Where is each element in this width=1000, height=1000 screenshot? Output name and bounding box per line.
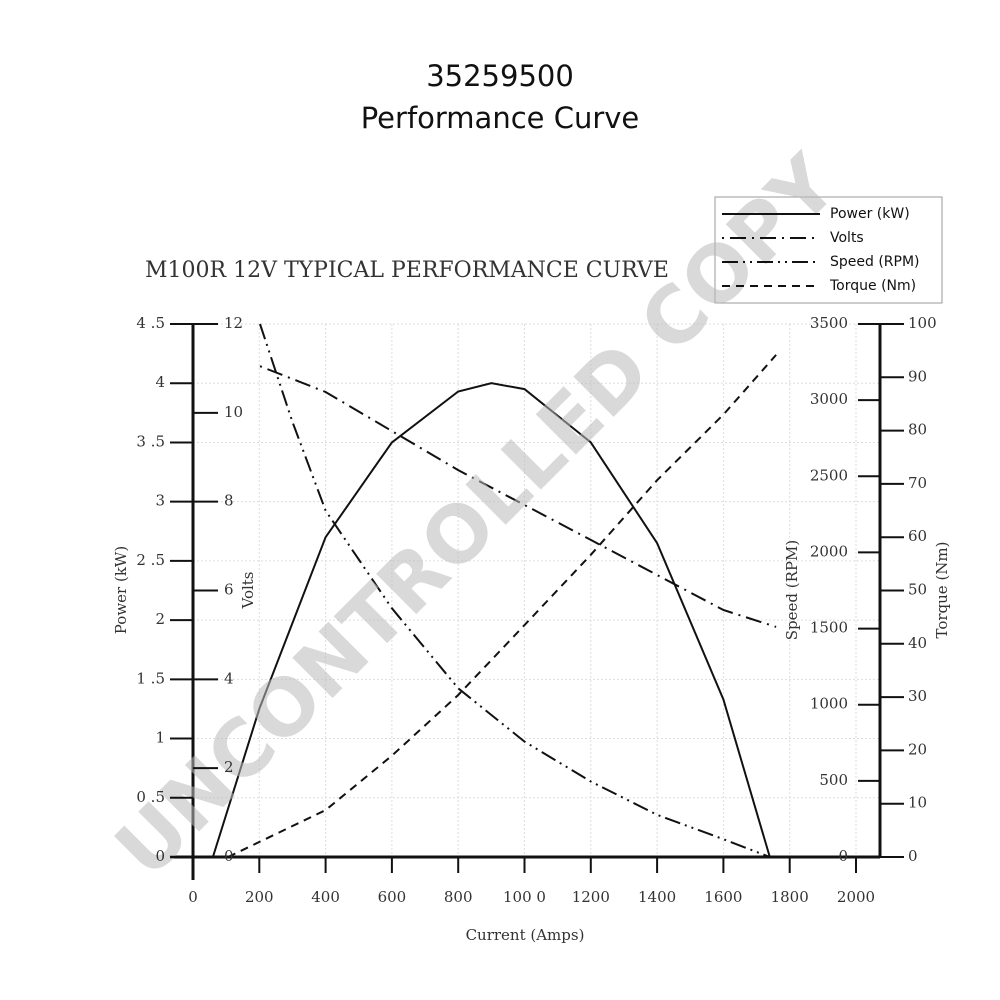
y-tick-label: 4 .5	[136, 314, 165, 332]
x-tick-label: 800	[444, 888, 473, 906]
series-line	[211, 382, 771, 858]
y3-tick-label: 2000	[810, 542, 848, 560]
y-tick-label: 3 .5	[136, 432, 165, 450]
y4-tick-label: 30	[908, 687, 927, 705]
x-tick-label: 1600	[704, 888, 742, 906]
y4-tick-label: 0	[908, 847, 918, 865]
legend-label: Power (kW)	[830, 206, 910, 222]
y3-tick-label: 3000	[810, 390, 848, 408]
y2-tick-label: 4	[224, 669, 234, 687]
y-tick-label: 0 .5	[136, 788, 165, 806]
x-tick-label: 1200	[572, 888, 610, 906]
x-axis-label: Current (Amps)	[466, 926, 585, 944]
legend-label: Torque (Nm)	[829, 278, 916, 294]
x-tick-label: 1400	[638, 888, 676, 906]
series-line	[259, 365, 777, 628]
y2-tick-label: 12	[224, 314, 243, 332]
y4-tick-label: 60	[908, 527, 927, 545]
y-tick-label: 0	[155, 847, 165, 865]
y3-tick-label: 2500	[810, 466, 848, 484]
legend-label: Speed (RPM)	[830, 254, 920, 270]
y3-tick-label: 1000	[810, 695, 848, 713]
chart-title: 35259500	[426, 59, 574, 93]
y-tick-label: 2	[155, 610, 165, 628]
y4-tick-label: 80	[908, 421, 927, 439]
series-line	[259, 323, 771, 858]
y4-tick-label: 100	[908, 314, 937, 332]
x-tick-label: 400	[311, 888, 340, 906]
y3-tick-label: 0	[838, 847, 848, 865]
x-tick-label: 600	[378, 888, 407, 906]
y2-tick-label: 2	[224, 758, 234, 776]
y3-axis-label: Speed (RPM)	[783, 540, 801, 640]
y2-tick-label: 10	[224, 403, 243, 421]
x-tick-label: 200	[245, 888, 274, 906]
y4-tick-label: 50	[908, 581, 927, 599]
y3-tick-label: 1500	[810, 619, 848, 637]
inner-title: M100R 12V TYPICAL PERFORMANCE CURVE	[145, 258, 669, 283]
y4-tick-label: 90	[908, 367, 927, 385]
y-tick-label: 1 .5	[136, 669, 165, 687]
x-tick-label: 100 0	[503, 888, 546, 906]
y2-tick-label: 6	[224, 581, 234, 599]
y4-tick-label: 10	[908, 794, 927, 812]
series-lines	[211, 323, 777, 858]
y-tick-label: 1	[155, 729, 165, 747]
y2-tick-label: 0	[224, 847, 234, 865]
grid	[192, 323, 880, 858]
x-tick-label: 1800	[771, 888, 809, 906]
legend-label: Volts	[830, 230, 864, 246]
y3-tick-label: 500	[819, 771, 848, 789]
y2-axis-label: Volts	[239, 571, 257, 609]
y4-axis-label: Torque (Nm)	[933, 541, 951, 638]
y3-tick-label: 3500	[810, 314, 848, 332]
y4-tick-label: 20	[908, 740, 927, 758]
y2-tick-label: 8	[224, 492, 234, 510]
x-tick-label: 2000	[837, 888, 875, 906]
chart-subtitle: Performance Curve	[361, 101, 640, 135]
y-axis-label: Power (kW)	[112, 546, 130, 634]
x-tick-label: 0	[188, 888, 198, 906]
y-tick-label: 2 .5	[136, 551, 165, 569]
watermark: UNCONTROLLED COPY	[99, 138, 856, 895]
series-line	[227, 354, 777, 858]
y4-tick-label: 70	[908, 474, 927, 492]
y-tick-label: 4	[155, 373, 165, 391]
y-tick-label: 3	[155, 492, 165, 510]
y4-tick-label: 40	[908, 634, 927, 652]
